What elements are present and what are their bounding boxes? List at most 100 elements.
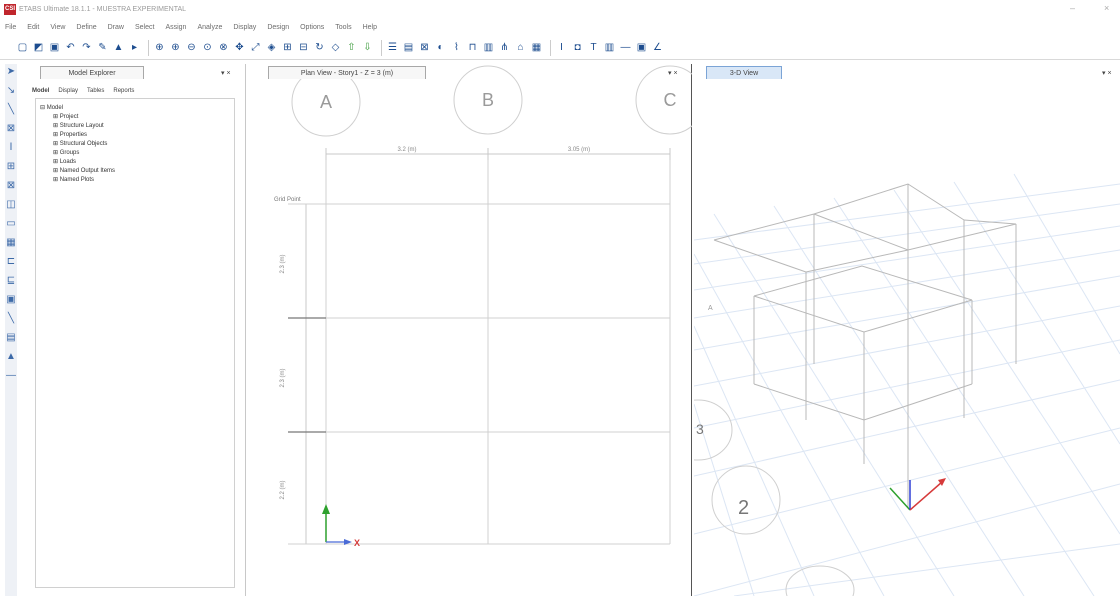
explorer-subtabs: Model Display Tables Reports (32, 88, 143, 94)
column-section-icon[interactable]: I (560, 42, 563, 53)
tree-item-named-plots[interactable]: ⊞ Named Plots (53, 177, 95, 183)
menu-display[interactable]: Display (233, 23, 257, 31)
draw-floor-icon[interactable]: ◫ (6, 198, 16, 210)
model-tree: ⊟ Model ⊞ Project ⊞ Structure Layout ⊞ P… (35, 98, 235, 588)
draw-section-icon[interactable]: ▣ (6, 293, 16, 305)
link-icon[interactable]: ⋔ (500, 42, 509, 53)
menu-draw[interactable]: Draw (107, 23, 124, 31)
zoom-window-icon[interactable]: ⊕ (155, 42, 164, 53)
3d-view-tab[interactable]: 3-D View (706, 66, 782, 79)
draw-grid-icon[interactable]: ▤ (6, 331, 16, 343)
beam-icon[interactable]: ◘ (574, 42, 581, 53)
explorer-pin-close-button[interactable]: ▾ × (221, 70, 231, 77)
subtab-tables[interactable]: Tables (87, 88, 105, 94)
plan-view-tab[interactable]: Plan View - Story1 - Z = 3 (m) (268, 66, 426, 79)
menu-edit[interactable]: Edit (27, 23, 40, 31)
new-model-icon[interactable]: ▢ (17, 42, 28, 53)
menu-options[interactable]: Options (300, 23, 325, 31)
display-options-icon[interactable]: ☰ (388, 42, 397, 53)
tree-item-groups[interactable]: ⊞ Groups (53, 150, 80, 156)
minimize-button[interactable]: – (1070, 3, 1076, 13)
run-icon[interactable]: ▸ (131, 42, 138, 53)
tree-item-label: Structural Objects (59, 141, 108, 147)
line-icon[interactable]: — (620, 42, 631, 53)
menu-file[interactable]: File (5, 23, 17, 31)
joint-icon[interactable]: ⌂ (517, 42, 524, 53)
shrink-icon[interactable]: ▤ (403, 42, 414, 53)
lock-icon[interactable]: ▲ (113, 42, 124, 53)
menu-tools[interactable]: Tools (335, 23, 352, 31)
rotate-icon[interactable]: ↻ (315, 42, 324, 53)
3d-view-icon[interactable]: ◈ (267, 42, 276, 53)
model-explorer-tab[interactable]: Model Explorer (40, 66, 144, 79)
pencil-icon[interactable]: ✎ (98, 42, 107, 53)
pan-icon[interactable]: ✥ (235, 42, 244, 53)
plan-view-icon[interactable]: ⊞ (283, 42, 292, 53)
menu-assign[interactable]: Assign (165, 23, 187, 31)
angle-icon[interactable]: ∠ (653, 42, 662, 53)
menu-view[interactable]: View (50, 23, 66, 31)
draw-opening-icon[interactable]: ⊏ (6, 255, 16, 267)
subtab-model[interactable]: Model (32, 88, 50, 94)
save-icon[interactable]: ▣ (49, 42, 60, 53)
model-explorer-panel (20, 64, 246, 596)
perspective-icon[interactable]: ◇ (331, 42, 340, 53)
draw-rect-icon[interactable]: ▭ (6, 217, 16, 229)
open-icon[interactable]: ◩ (33, 42, 44, 53)
tree-item-named-output-items[interactable]: ⊞ Named Output Items (53, 168, 116, 174)
grid-bubble-3-label: 3 (696, 421, 704, 437)
draw-line-icon[interactable]: ╲ (7, 103, 15, 115)
draw-brace-icon[interactable]: ⊠ (6, 179, 16, 191)
tree-item-properties[interactable]: ⊞ Properties (53, 132, 88, 138)
3d-view-panel[interactable]: 3 2 A (663, 64, 1120, 596)
tree-item-project[interactable]: ⊞ Project (53, 114, 79, 120)
tree-item-structural-objects[interactable]: ⊞ Structural Objects (53, 141, 108, 147)
zoom-extents-icon[interactable]: ⊙ (203, 42, 212, 53)
pointer-icon[interactable]: ➤ (6, 65, 16, 77)
zoom-in-icon[interactable]: ⊕ (171, 42, 180, 53)
draw-wall-stack-icon[interactable]: ⊑ (6, 274, 16, 286)
menu-select[interactable]: Select (134, 23, 155, 31)
redo-icon[interactable]: ↷ (82, 42, 91, 53)
draw-beam-icon[interactable]: ⊞ (6, 160, 16, 172)
draw-wall-icon[interactable]: ▦ (6, 236, 16, 248)
lines-icon[interactable]: ⌇ (454, 42, 459, 53)
show-axes-icon[interactable]: ⊠ (420, 42, 429, 53)
tree-item-structure-layout[interactable]: ⊞ Structure Layout (53, 123, 104, 129)
tree-item-label: Groups (59, 150, 80, 156)
elevation-view-icon[interactable]: ⊟ (299, 42, 308, 53)
plan-view-canvas[interactable]: A B C 3.2 (m) 3.05 (m) Grid Point 2.3 (m… (248, 64, 705, 596)
draw-dimension-icon[interactable]: — (6, 369, 16, 381)
tree-item-loads[interactable]: ⊞ Loads (53, 159, 77, 165)
zoom-out-icon[interactable]: ⊖ (187, 42, 196, 53)
draw-column-icon[interactable]: Ⅰ (9, 141, 13, 153)
wall-icon[interactable]: ▣ (636, 42, 647, 53)
tree-root[interactable]: ⊟ Model (40, 105, 64, 111)
tee-icon[interactable]: T (590, 42, 597, 53)
slab-icon[interactable]: ▥ (604, 42, 615, 53)
menu-define[interactable]: Define (76, 23, 97, 31)
plan-view-panel[interactable]: A B C 3.2 (m) 3.05 (m) Grid Point 2.3 (m… (248, 64, 705, 596)
frame-icon[interactable]: ⊓ (468, 42, 477, 53)
subtab-reports[interactable]: Reports (113, 88, 135, 94)
move-up-icon[interactable]: ⇧ (347, 42, 356, 53)
draw-link-icon[interactable]: ╲ (7, 312, 15, 324)
3d-view-canvas[interactable]: 3 2 A (663, 64, 1120, 596)
select-all-icon[interactable]: ▦ (531, 42, 542, 53)
menu-design[interactable]: Design (267, 23, 290, 31)
draw-frame-icon[interactable]: ⊠ (6, 122, 16, 134)
draw-tendon-icon[interactable]: ▲ (6, 350, 16, 362)
3d-pin-close-button[interactable]: ▾ × (1102, 70, 1112, 77)
undo-icon[interactable]: ↶ (66, 42, 75, 53)
move-down-icon[interactable]: ⇩ (363, 42, 372, 53)
reshape-icon[interactable]: ↘ (6, 84, 16, 96)
plan-pin-close-button[interactable]: ▾ × (668, 70, 678, 77)
subtab-display[interactable]: Display (58, 88, 79, 94)
area-icon[interactable]: ▥ (483, 42, 494, 53)
menu-help[interactable]: Help (362, 23, 377, 31)
zoom-previous-icon[interactable]: ⊗ (219, 42, 228, 53)
close-button[interactable]: × (1104, 3, 1110, 13)
object-fill-icon[interactable]: ◐ (437, 42, 444, 53)
menu-analyze[interactable]: Analyze (197, 23, 223, 31)
rubber-band-icon[interactable]: ⤢ (251, 42, 260, 53)
